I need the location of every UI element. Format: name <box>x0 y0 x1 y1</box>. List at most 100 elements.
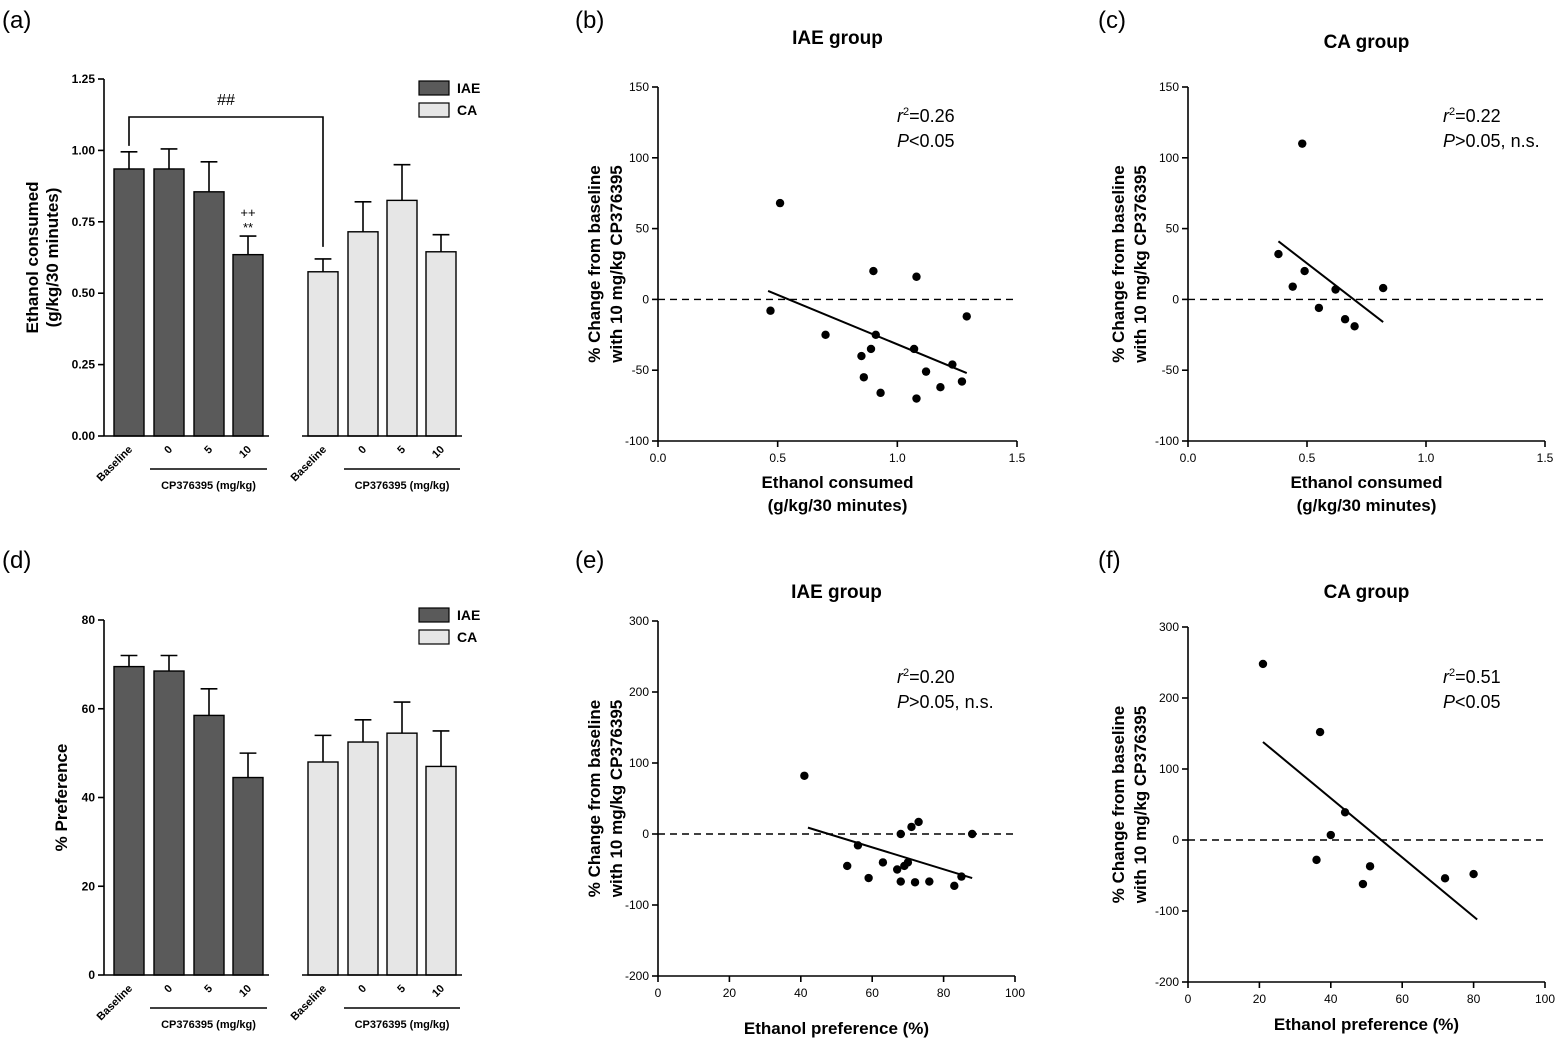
y-axis-label: Ethanol consumed(g/kg/30 minutes) <box>23 181 62 333</box>
legend-swatch-ca <box>418 102 450 118</box>
x-category-label: Baseline <box>95 444 135 484</box>
regression-line <box>767 289 968 374</box>
y-tick-label: -100 <box>1155 434 1179 448</box>
p-symbol: P <box>1443 131 1455 151</box>
x-tick-label: 100 <box>1005 986 1025 1000</box>
panel-f: (f) CA group -200 -100 0 100 200 300 0 20 40 60 80 10… <box>1098 547 1555 1034</box>
data-point <box>864 873 873 883</box>
data-point <box>1469 869 1478 879</box>
panel-a: (a) 0.00 0.25 0.50 0.75 1.00 1.25 Ethanol consu… <box>2 7 480 492</box>
y-tick-label: -50 <box>632 363 650 377</box>
data-point <box>1331 285 1340 294</box>
y-tick-label: 0.00 <box>72 429 96 443</box>
x-axis-label: Ethanol consumed (g/kg/30 minutes) <box>761 473 913 515</box>
bar-iae <box>232 776 264 976</box>
y-tick-label: 150 <box>629 80 649 94</box>
r-squared-text: r2=0.22 <box>1443 106 1501 126</box>
y-tick-label: 0.75 <box>72 215 96 229</box>
data-point <box>876 388 885 398</box>
x-tick-label: 1.5 <box>1537 451 1554 465</box>
superscript: 2 <box>903 667 909 679</box>
bar-ca <box>307 761 339 976</box>
bar-iae <box>193 714 225 976</box>
bar-iae <box>153 670 185 976</box>
x-axis-label-line: (g/kg/30 minutes) <box>1297 496 1437 515</box>
regression-line <box>1262 741 1478 921</box>
data-point <box>925 877 934 886</box>
p-value-text: P<0.05 <box>1443 692 1501 712</box>
x-category-label: 0 <box>356 983 369 996</box>
y-tick-label: -50 <box>1162 363 1180 377</box>
y-axis-label: % Change from baseline with 10 mg/kg CP37… <box>1109 706 1150 904</box>
data-point <box>857 351 866 361</box>
panel-e: (e) IAE group -200 -100 0 100 200 300 0 20 40 60 80 1… <box>575 547 1025 1038</box>
r-squared-value: =0.22 <box>1455 106 1501 126</box>
legend-label: CA <box>457 629 477 645</box>
legend-label: IAE <box>457 607 480 623</box>
x-tick-label: 0.0 <box>1180 451 1197 465</box>
x-category-label: Baseline <box>95 983 135 1023</box>
r-symbol: r <box>1443 106 1450 126</box>
y-axis-label-line: % Change from baseline <box>1109 706 1128 903</box>
data-point <box>1288 282 1297 291</box>
data-point <box>1340 808 1350 817</box>
x-tick-label: 0 <box>655 986 662 1000</box>
x-tick-label: 1.0 <box>1418 451 1435 465</box>
x-category-label: 5 <box>202 444 215 457</box>
group-label: CP376395 (mg/kg) <box>161 480 256 492</box>
x-tick-label: 80 <box>1467 992 1481 1006</box>
group-label: CP376395 (mg/kg) <box>355 480 450 492</box>
data-point <box>843 861 852 871</box>
data-point <box>910 878 920 887</box>
panel-title: IAE group <box>792 28 883 49</box>
superscript: 2 <box>1449 106 1455 118</box>
x-tick-label: 20 <box>1253 992 1267 1006</box>
x-axis-label-line: Ethanol consumed <box>1290 473 1442 492</box>
data-point <box>912 394 921 403</box>
x-category-label: 10 <box>430 983 447 1000</box>
y-tick-label: 200 <box>629 685 649 699</box>
group-label: CP376395 (mg/kg) <box>161 1019 256 1031</box>
data-point <box>936 382 945 392</box>
y-axis-label: % Change from baseline with 10 mg/kg CP37… <box>585 700 626 898</box>
r-squared-value: =0.20 <box>909 667 955 687</box>
panel-title: CA group <box>1324 32 1410 53</box>
y-tick-label: 0 <box>88 968 95 982</box>
r-symbol: r <box>1443 667 1450 687</box>
data-point <box>896 877 905 886</box>
x-axis-label-line: Ethanol preference (%) <box>1274 1015 1459 1034</box>
x-axis-label-line: Ethanol consumed <box>761 473 913 492</box>
data-point <box>1298 139 1307 148</box>
y-tick-label: 100 <box>1159 151 1179 165</box>
y-tick-label: 60 <box>82 702 96 716</box>
x-category-label: 0 <box>162 444 175 457</box>
x-tick-label: 60 <box>866 986 880 1000</box>
y-tick-label: 0.50 <box>72 286 96 300</box>
panel-title: CA group <box>1324 582 1410 603</box>
panel-letter: (e) <box>575 547 604 574</box>
y-tick-label: 50 <box>1166 222 1180 236</box>
y-tick-label: 300 <box>629 614 649 628</box>
data-point <box>957 377 967 386</box>
x-tick-label: 0.0 <box>650 451 667 465</box>
y-axis-label-line: % Change from baseline <box>585 165 604 362</box>
y-tick-label: 0 <box>1172 833 1179 847</box>
bar-ca <box>386 732 418 976</box>
y-tick-label: -100 <box>625 434 649 448</box>
data-point <box>957 872 966 881</box>
p-value: <0.05 <box>909 131 955 151</box>
x-tick-label: 40 <box>794 986 808 1000</box>
x-tick-label: 20 <box>723 986 737 1000</box>
y-tick-label: 0 <box>642 292 649 306</box>
bar-ca <box>425 251 457 437</box>
x-axis-label: Ethanol preference (%) <box>1274 1015 1459 1034</box>
data-point <box>1326 830 1336 840</box>
y-axis-label: % Change from baseline with 10 mg/kg CP37… <box>585 165 626 363</box>
y-axis-label: % Preference <box>52 744 71 852</box>
p-symbol: P <box>1443 692 1455 712</box>
data-point <box>766 306 775 315</box>
data-point <box>921 367 931 376</box>
y-tick-label: 200 <box>1159 691 1179 705</box>
